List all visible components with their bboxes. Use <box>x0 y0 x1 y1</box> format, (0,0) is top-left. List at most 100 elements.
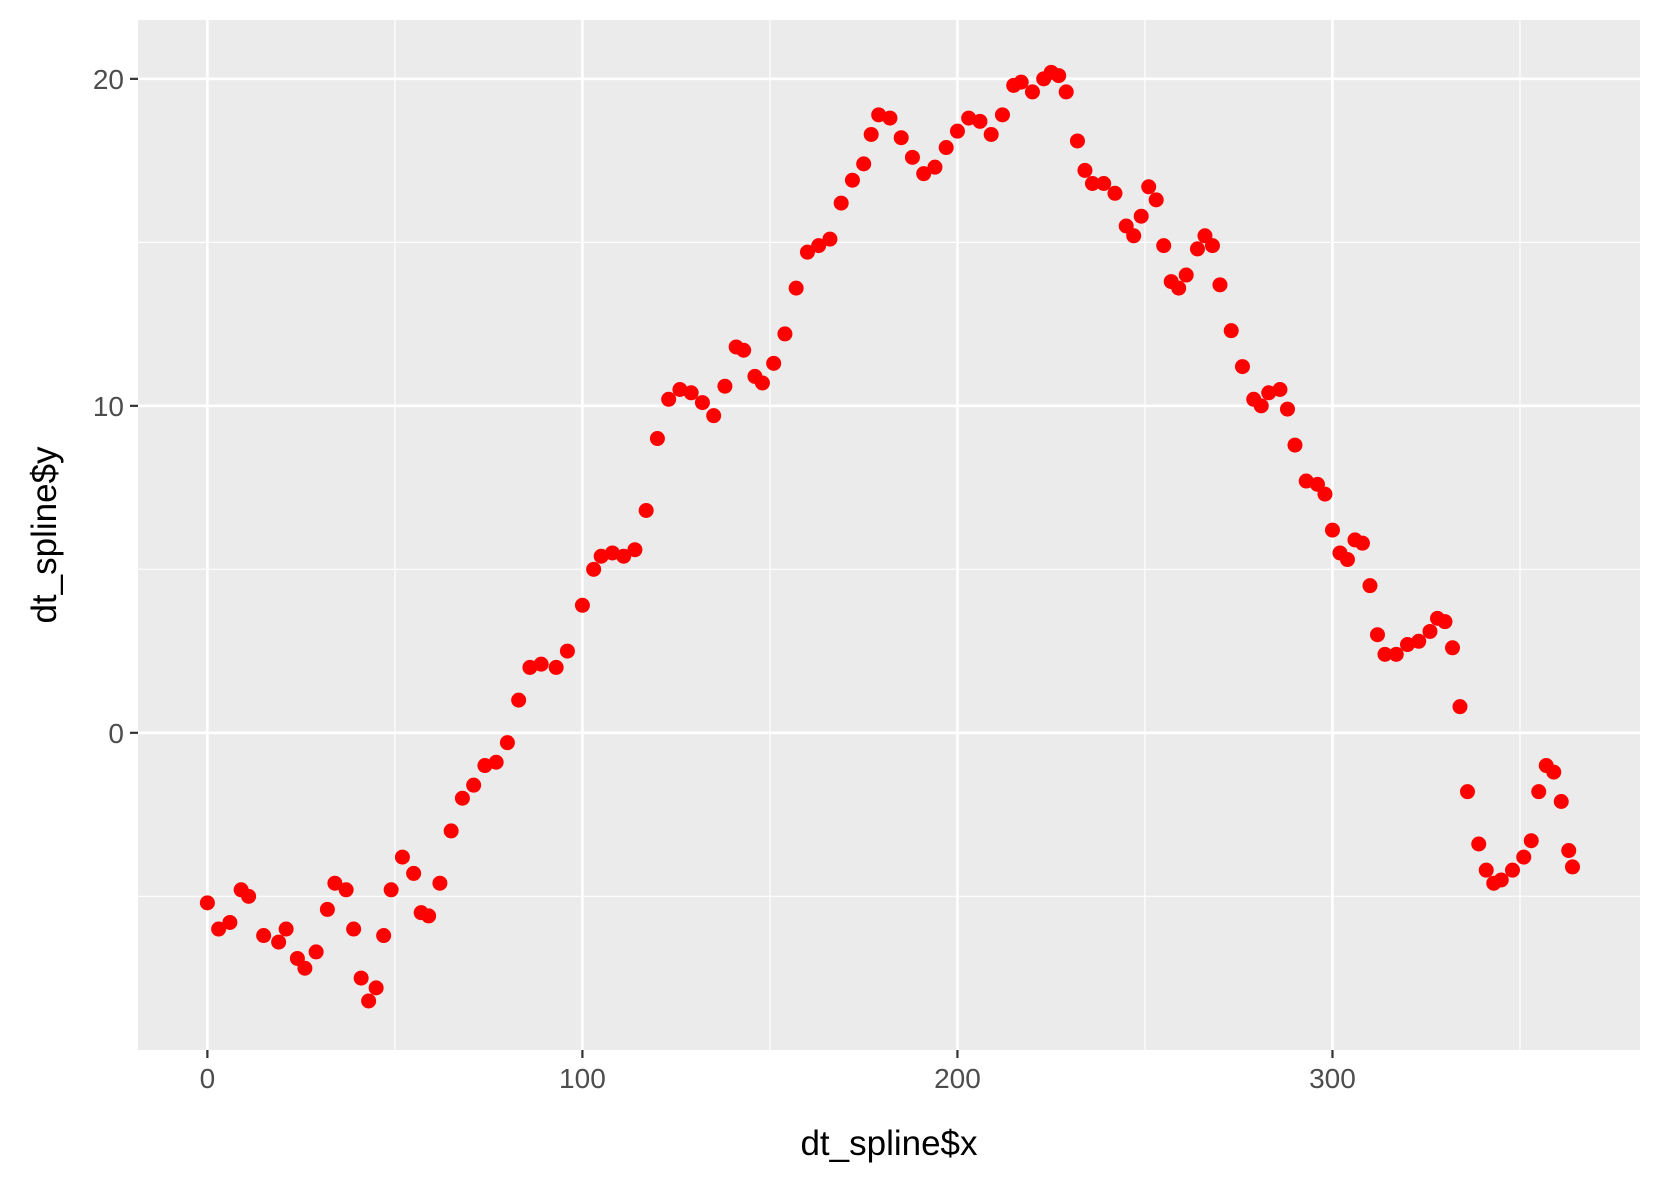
data-point <box>938 140 954 156</box>
data-point <box>961 110 977 126</box>
data-point <box>1478 862 1494 878</box>
data-point <box>694 395 710 411</box>
data-point <box>649 431 665 447</box>
y-tick-label: 20 <box>93 64 124 95</box>
data-point <box>1126 228 1142 244</box>
data-point <box>983 126 999 142</box>
data-point <box>308 944 324 960</box>
data-point <box>1411 633 1427 649</box>
data-point <box>559 643 575 659</box>
data-point <box>717 378 733 394</box>
y-tick-label: 0 <box>108 718 124 749</box>
data-point <box>1437 614 1453 630</box>
data-point <box>1298 473 1314 489</box>
data-point <box>1253 398 1269 414</box>
data-point <box>706 408 722 424</box>
data-point <box>1444 640 1460 656</box>
data-point <box>466 777 482 793</box>
y-axis-tick-labels: 0 10 20 <box>93 64 124 749</box>
data-point <box>443 823 459 839</box>
data-point <box>833 195 849 211</box>
data-point <box>327 875 343 891</box>
data-point <box>1399 637 1415 653</box>
data-point <box>477 758 493 774</box>
data-point <box>319 901 335 917</box>
data-point <box>1546 764 1562 780</box>
data-point <box>383 882 399 898</box>
data-point <box>856 156 872 172</box>
data-point <box>338 882 354 898</box>
data-point <box>454 790 470 806</box>
data-point <box>271 934 287 950</box>
data-point <box>736 342 752 358</box>
data-point <box>1553 793 1569 809</box>
x-tick-label: 300 <box>1309 1063 1356 1094</box>
data-point <box>994 107 1010 123</box>
data-point <box>683 385 699 401</box>
data-point <box>754 375 770 391</box>
data-point <box>1279 401 1295 417</box>
data-point <box>1369 627 1385 643</box>
data-point <box>916 166 932 182</box>
data-point <box>1204 238 1220 254</box>
data-point <box>421 908 437 924</box>
data-point <box>1024 84 1040 100</box>
data-point <box>1317 486 1333 502</box>
x-axis-title: dt_spline$x <box>800 1124 978 1163</box>
data-point <box>533 656 549 672</box>
data-point <box>1362 578 1378 594</box>
data-point <box>1223 323 1239 339</box>
data-point <box>1493 872 1509 888</box>
data-point <box>1013 74 1029 90</box>
data-point <box>1156 238 1172 254</box>
data-point <box>604 545 620 561</box>
data-point <box>822 231 838 247</box>
data-point <box>616 548 632 564</box>
data-point <box>346 921 362 937</box>
data-point <box>1531 784 1547 800</box>
data-point <box>361 993 377 1009</box>
data-point <box>672 381 688 397</box>
data-point <box>661 391 677 407</box>
x-tick-label: 200 <box>934 1063 981 1094</box>
data-point <box>586 561 602 577</box>
data-point <box>1261 385 1277 401</box>
data-point <box>949 123 965 139</box>
data-point <box>1171 280 1187 296</box>
data-point <box>844 172 860 188</box>
data-point <box>1234 359 1250 375</box>
data-point <box>1051 68 1067 84</box>
data-point <box>574 597 590 613</box>
data-point <box>1058 84 1074 100</box>
data-point <box>1212 277 1228 293</box>
data-point <box>1287 437 1303 453</box>
data-point <box>522 659 538 675</box>
data-point <box>394 849 410 865</box>
data-point <box>766 355 782 371</box>
data-point <box>432 875 448 891</box>
data-point <box>376 928 392 944</box>
data-point <box>1459 784 1475 800</box>
data-point <box>593 548 609 564</box>
plot-panel <box>138 20 1640 1050</box>
data-point <box>1141 179 1157 195</box>
data-point <box>1148 192 1164 208</box>
data-point <box>893 130 909 146</box>
data-point <box>499 735 515 751</box>
data-point <box>863 126 879 142</box>
data-point <box>1564 859 1580 875</box>
data-point <box>297 960 313 976</box>
data-point <box>1388 646 1404 662</box>
data-point <box>871 107 887 123</box>
data-point <box>1471 836 1487 852</box>
data-point <box>1523 833 1539 849</box>
data-point <box>488 754 504 770</box>
data-point <box>1178 267 1194 283</box>
data-point <box>1324 522 1340 538</box>
data-point <box>368 980 384 996</box>
data-points <box>199 64 1580 1009</box>
data-point <box>278 921 294 937</box>
y-tick-label: 10 <box>93 391 124 422</box>
data-point <box>904 149 920 165</box>
